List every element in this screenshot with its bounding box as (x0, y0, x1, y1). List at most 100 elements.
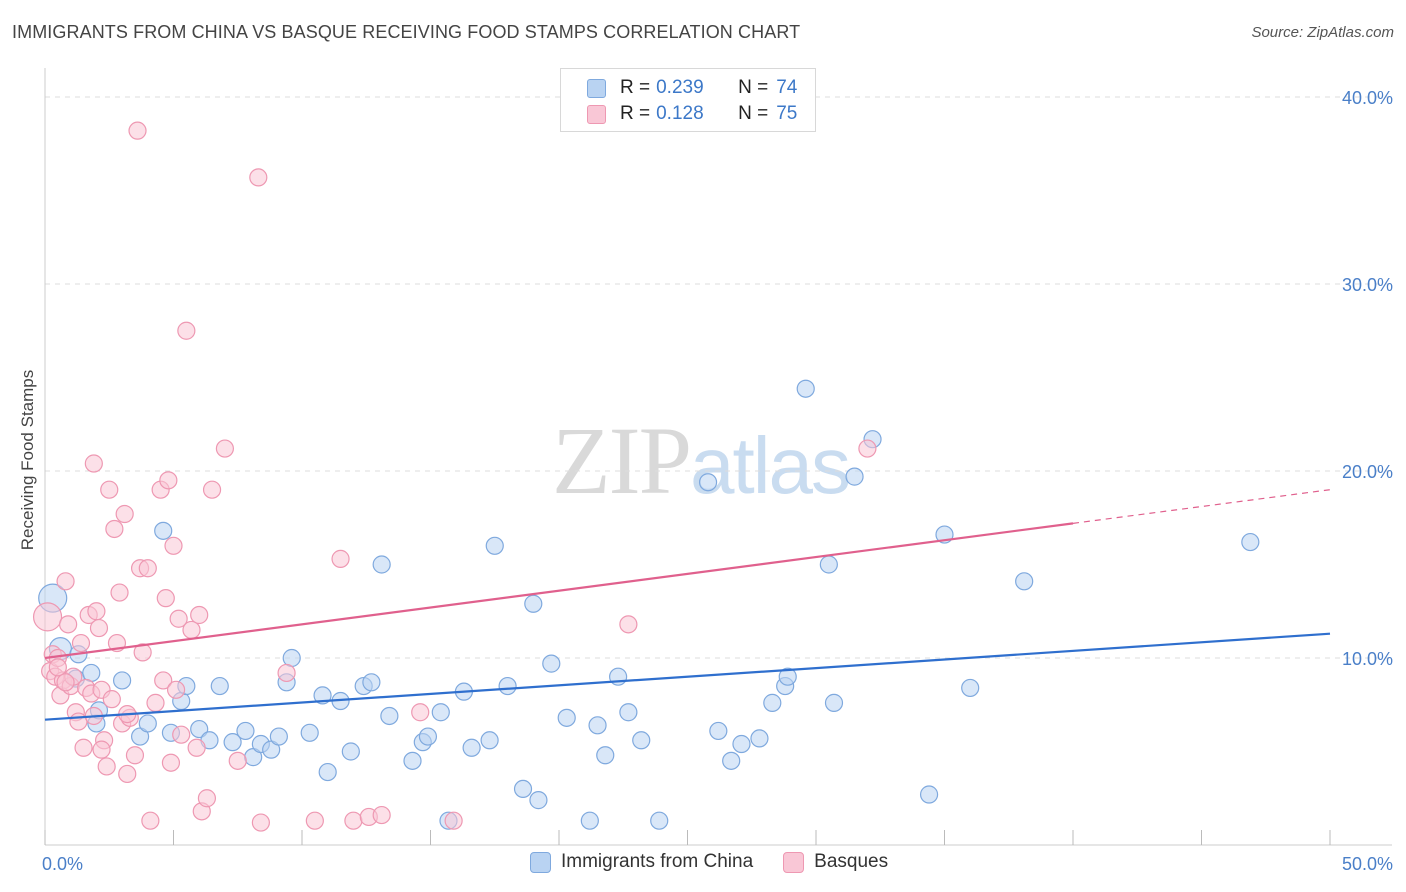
y-tick-labels: 10.0% 20.0% 30.0% 40.0% (1342, 88, 1393, 669)
basque-point (56, 673, 75, 692)
y-tick-label: 30.0% (1342, 275, 1393, 295)
basque-point (166, 680, 186, 699)
basque-point (89, 618, 109, 638)
basque-point (102, 690, 121, 709)
china-point (529, 791, 548, 810)
basque-point (128, 121, 147, 140)
china-point (732, 734, 751, 754)
r-label: R = (620, 77, 651, 98)
basque-point (97, 757, 116, 776)
n-value: 75 (776, 103, 798, 124)
basque-point (69, 712, 88, 731)
china-point (313, 686, 332, 705)
basque-point (105, 519, 124, 539)
chart-title: IMMIGRANTS FROM CHINA VS BASQUE RECEIVIN… (12, 22, 801, 42)
china-point (557, 708, 576, 727)
china-point (513, 779, 533, 799)
china-point (462, 738, 481, 757)
china-point (580, 811, 599, 830)
n-label: N = (738, 77, 769, 98)
x-tick-label-min: 0.0% (42, 854, 83, 874)
basque-point (344, 811, 363, 830)
basque-point (331, 549, 350, 568)
basque-point (305, 811, 324, 830)
china-point (819, 555, 838, 574)
basque-point (411, 703, 430, 722)
legend-label: Immigrants from China (561, 851, 754, 872)
china-point (403, 751, 422, 770)
china-point (722, 751, 741, 770)
china-point (269, 727, 288, 746)
china-point (380, 706, 399, 726)
axes (44, 68, 1392, 846)
china-point (341, 742, 360, 761)
basque-point (156, 589, 175, 608)
china-point (223, 733, 242, 752)
china-point (763, 693, 782, 712)
basque-point (187, 738, 206, 757)
basque-point (138, 559, 157, 578)
china-point (778, 667, 797, 686)
basque-point (202, 480, 222, 499)
basque-point (141, 811, 160, 830)
basque-point (444, 811, 463, 830)
basque-point (249, 168, 268, 187)
chart-source: Source: ZipAtlas.com (1251, 24, 1394, 41)
basque-point (197, 789, 217, 808)
china-point (596, 746, 615, 765)
china-point (431, 703, 450, 722)
basque-point (172, 725, 191, 744)
basque-point (74, 738, 93, 757)
china-point (919, 785, 939, 804)
gridlines (45, 96, 1395, 659)
china-point (480, 731, 499, 750)
china-trend-line (44, 632, 1331, 721)
china-point (709, 721, 728, 741)
basque-point (858, 439, 877, 458)
china-point (750, 729, 769, 748)
china-point (1241, 532, 1260, 552)
china-point (418, 727, 438, 746)
watermark-atlas: atlas (690, 421, 851, 510)
legend-item-basques[interactable]: Basques (783, 851, 888, 873)
basque-point (115, 504, 134, 524)
basque-point (56, 572, 75, 591)
china-swatch (587, 78, 606, 98)
y-tick-label: 10.0% (1342, 649, 1393, 669)
basque-point (59, 615, 78, 634)
basque-point (164, 536, 183, 555)
legend-item-china[interactable]: Immigrants from China (530, 851, 753, 873)
china-point (796, 379, 815, 398)
basque-point (146, 693, 165, 712)
china-point (362, 673, 381, 692)
basque-trend-line (44, 522, 1074, 660)
china-point (845, 467, 864, 486)
legend-label: Basques (814, 851, 889, 872)
china-point (485, 536, 504, 555)
china-point (588, 716, 607, 735)
basque-point (619, 615, 638, 634)
watermark-zip: ZIP (552, 407, 692, 514)
basque-point (118, 764, 137, 784)
china-swatch (530, 851, 551, 873)
basque-point (32, 602, 63, 632)
china-point (961, 678, 980, 698)
china-point (542, 654, 561, 673)
basques-swatch (783, 851, 805, 873)
basque-point (215, 439, 234, 458)
china-point (236, 721, 255, 741)
china-point (524, 594, 543, 613)
basque-point (84, 454, 103, 473)
series-legend: Immigrants from China Basques (530, 851, 918, 873)
basque-point (125, 746, 145, 765)
basque-point (100, 480, 119, 499)
trend-lines (44, 489, 1331, 721)
n-label: N = (738, 103, 769, 124)
y-tick-label: 20.0% (1342, 462, 1393, 482)
basque-point (182, 620, 201, 640)
basque-point (169, 609, 188, 628)
china-point (1015, 572, 1034, 591)
china-point (619, 703, 638, 722)
basque-point (92, 740, 111, 759)
